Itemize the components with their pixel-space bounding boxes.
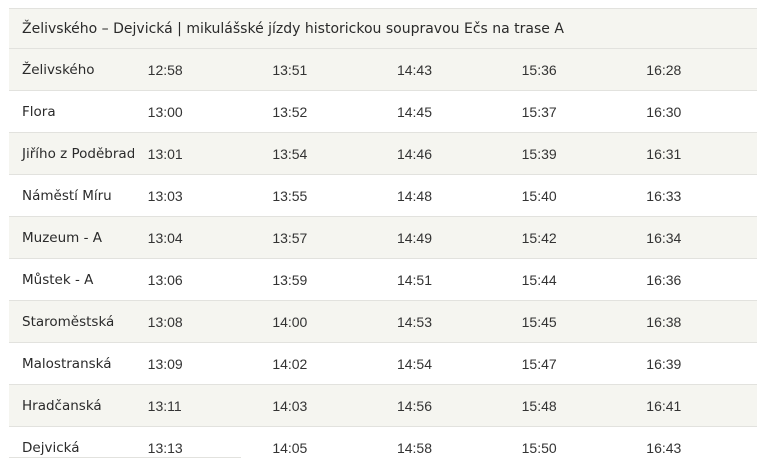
departure-time: 14:45 xyxy=(383,91,508,133)
departure-time: 16:38 xyxy=(632,301,757,343)
departure-time: 15:39 xyxy=(508,133,633,175)
departure-time: 15:40 xyxy=(508,175,633,217)
departure-time: 16:33 xyxy=(632,175,757,217)
departure-time: 14:46 xyxy=(383,133,508,175)
stop-name: Želivského xyxy=(9,49,134,91)
stop-name: Náměstí Míru xyxy=(9,175,134,217)
departure-time: 16:30 xyxy=(632,91,757,133)
timetable-title: Želivského – Dejvická | mikulášské jízdy… xyxy=(9,9,757,49)
departure-time: 15:45 xyxy=(508,301,633,343)
departure-time: 15:42 xyxy=(508,217,633,259)
departure-time: 13:04 xyxy=(134,217,259,259)
departure-time: 15:47 xyxy=(508,343,633,385)
departure-time: 16:28 xyxy=(632,49,757,91)
timetable-header-row: Želivského – Dejvická | mikulášské jízdy… xyxy=(9,9,757,49)
departure-time: 13:59 xyxy=(258,259,383,301)
departure-time: 14:48 xyxy=(383,175,508,217)
stop-name: Jiřího z Poděbrad xyxy=(9,133,134,175)
departure-time: 14:51 xyxy=(383,259,508,301)
stop-name: Dejvická xyxy=(9,427,134,468)
departure-time: 13:11 xyxy=(134,385,259,427)
departure-time: 13:13 xyxy=(134,427,259,468)
departure-time: 13:55 xyxy=(258,175,383,217)
departure-time: 16:34 xyxy=(632,217,757,259)
departure-time: 13:03 xyxy=(134,175,259,217)
departure-time: 14:03 xyxy=(258,385,383,427)
departure-time: 14:58 xyxy=(383,427,508,468)
departure-time: 13:01 xyxy=(134,133,259,175)
departure-time: 14:02 xyxy=(258,343,383,385)
departure-time: 13:09 xyxy=(134,343,259,385)
stop-name: Staroměstská xyxy=(9,301,134,343)
departure-time: 15:44 xyxy=(508,259,633,301)
departure-time: 16:31 xyxy=(632,133,757,175)
departure-time: 13:51 xyxy=(258,49,383,91)
departure-time: 16:41 xyxy=(632,385,757,427)
departure-time: 15:36 xyxy=(508,49,633,91)
departure-time: 14:53 xyxy=(383,301,508,343)
bottom-divider xyxy=(9,457,241,458)
departure-time: 15:50 xyxy=(508,427,633,468)
departure-time: 13:08 xyxy=(134,301,259,343)
departure-time: 14:00 xyxy=(258,301,383,343)
departure-time: 14:43 xyxy=(383,49,508,91)
stop-name: Muzeum - A xyxy=(9,217,134,259)
timetable-body: Želivského – Dejvická | mikulášské jízdy… xyxy=(9,9,757,468)
departure-time: 12:58 xyxy=(134,49,259,91)
stop-name: Hradčanská xyxy=(9,385,134,427)
departure-time: 14:56 xyxy=(383,385,508,427)
departure-time: 16:36 xyxy=(632,259,757,301)
departure-time: 13:57 xyxy=(258,217,383,259)
departure-time: 15:48 xyxy=(508,385,633,427)
departure-time: 16:39 xyxy=(632,343,757,385)
departure-time: 13:06 xyxy=(134,259,259,301)
departure-time: 15:37 xyxy=(508,91,633,133)
departure-time: 14:54 xyxy=(383,343,508,385)
stop-name: Flora xyxy=(9,91,134,133)
departure-time: 14:49 xyxy=(383,217,508,259)
departure-time: 16:43 xyxy=(632,427,757,468)
departure-time: 13:52 xyxy=(258,91,383,133)
departure-time: 13:00 xyxy=(134,91,259,133)
stop-name: Můstek - A xyxy=(9,259,134,301)
timetable: Želivského – Dejvická | mikulášské jízdy… xyxy=(9,8,757,468)
stop-name: Malostranská xyxy=(9,343,134,385)
departure-time: 13:54 xyxy=(258,133,383,175)
departure-time: 14:05 xyxy=(258,427,383,468)
